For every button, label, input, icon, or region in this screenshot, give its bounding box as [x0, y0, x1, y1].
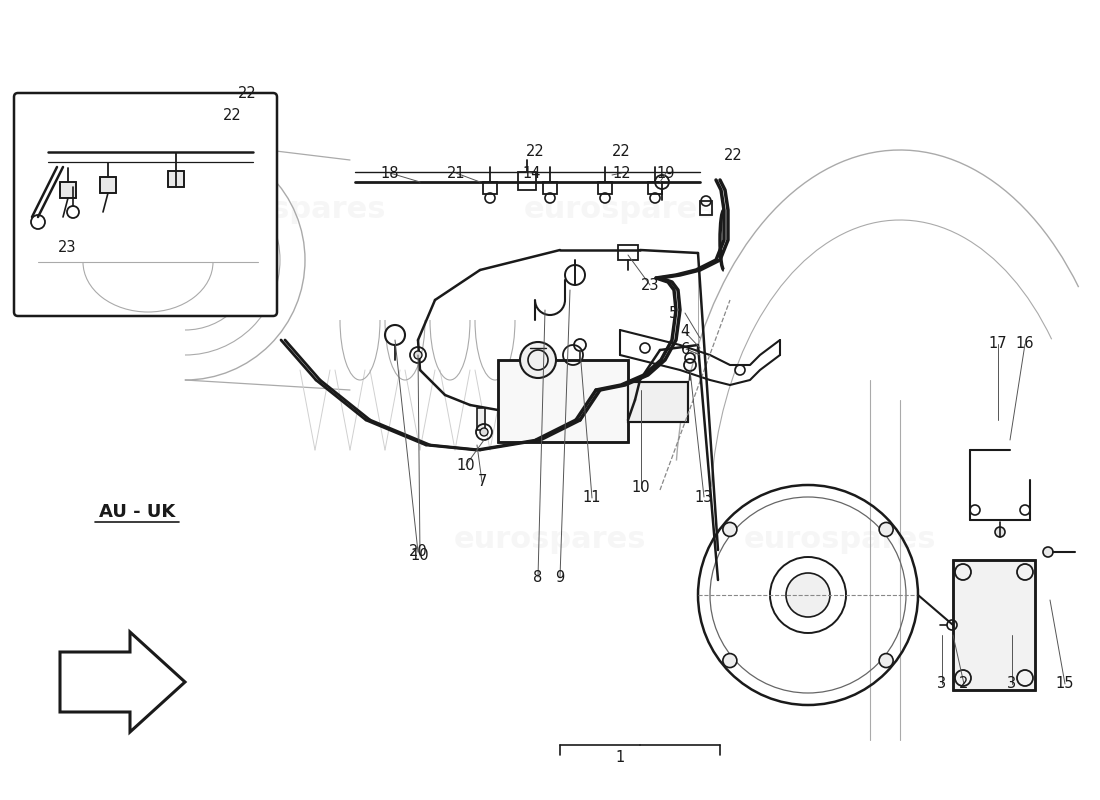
Text: 20: 20 [408, 545, 428, 559]
Text: 22: 22 [612, 145, 630, 159]
Polygon shape [60, 632, 185, 732]
Text: 2: 2 [959, 677, 969, 691]
Text: 1: 1 [615, 750, 625, 765]
Text: AU - UK: AU - UK [99, 503, 175, 521]
Text: 13: 13 [695, 490, 713, 505]
Bar [518, 172, 536, 190]
Text: 22: 22 [238, 86, 256, 102]
Text: 10: 10 [631, 481, 650, 495]
Text: 19: 19 [657, 166, 675, 181]
Bar [700, 201, 712, 215]
Bar [60, 182, 76, 198]
Bar [628, 382, 688, 422]
Bar [168, 171, 184, 187]
Text: 14: 14 [522, 166, 541, 181]
Bar [168, 171, 184, 187]
Text: 6: 6 [681, 342, 691, 357]
Text: 23: 23 [640, 278, 659, 293]
Bar [100, 177, 116, 193]
Text: 9: 9 [556, 570, 564, 585]
Circle shape [996, 527, 1005, 537]
Bar [618, 245, 638, 260]
Bar [953, 560, 1035, 690]
Text: 22: 22 [526, 145, 544, 159]
Text: 17: 17 [989, 337, 1008, 351]
Bar [628, 382, 688, 422]
Circle shape [879, 654, 893, 667]
Text: 3: 3 [937, 677, 947, 691]
Bar [498, 360, 628, 442]
Bar [498, 360, 628, 442]
Bar [100, 177, 116, 193]
Text: 11: 11 [583, 490, 602, 506]
Text: 4: 4 [681, 325, 690, 339]
Text: 15: 15 [1056, 677, 1075, 691]
Text: 10: 10 [410, 549, 429, 563]
Text: eurospares: eurospares [524, 195, 716, 225]
Text: eurospares: eurospares [194, 195, 386, 225]
Bar [598, 182, 612, 194]
Text: 23: 23 [57, 241, 76, 255]
Circle shape [520, 342, 556, 378]
Text: 22: 22 [724, 147, 743, 162]
Text: 8: 8 [534, 570, 542, 585]
Circle shape [786, 573, 830, 617]
Text: 21: 21 [447, 166, 465, 181]
Bar [648, 182, 662, 194]
FancyBboxPatch shape [14, 93, 277, 316]
Text: 18: 18 [381, 166, 399, 181]
Bar [953, 560, 1035, 690]
Text: 22: 22 [222, 107, 241, 122]
Bar [477, 408, 485, 430]
Circle shape [480, 428, 488, 436]
Text: 5: 5 [669, 306, 678, 321]
Circle shape [879, 522, 893, 537]
Bar [483, 182, 497, 194]
Text: 10: 10 [456, 458, 475, 473]
Circle shape [723, 522, 737, 537]
Text: eurospares: eurospares [453, 526, 647, 554]
Text: 7: 7 [477, 474, 486, 490]
Text: 3: 3 [1008, 677, 1016, 691]
Text: eurospares: eurospares [744, 526, 936, 554]
Bar [60, 182, 76, 198]
Text: 12: 12 [613, 166, 631, 181]
Circle shape [723, 654, 737, 667]
Text: 16: 16 [1015, 337, 1034, 351]
Circle shape [1043, 547, 1053, 557]
Circle shape [414, 351, 422, 359]
Bar [543, 182, 557, 194]
